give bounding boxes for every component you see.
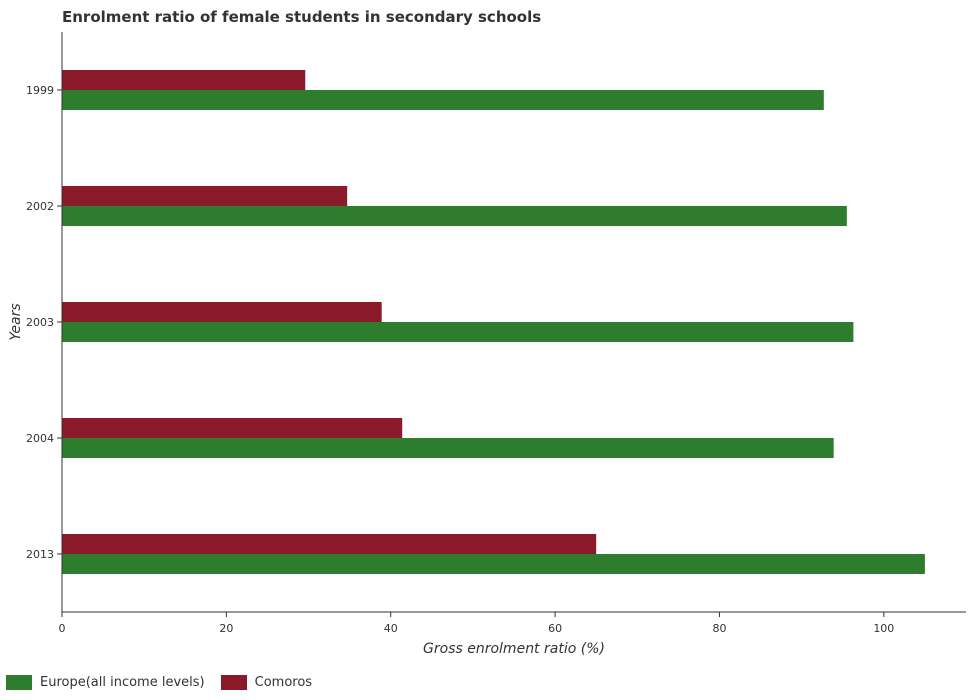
bar-comoros-2013 xyxy=(62,534,597,554)
x-ticks-group: 0 20 40 60 80 100 xyxy=(59,612,894,635)
legend-item-comoros: Comoros xyxy=(220,675,313,690)
bar-europe-2004 xyxy=(62,438,834,458)
x-axis-label: Gross enrolment ratio (%) xyxy=(423,641,605,657)
legend-label-europe: Europe(all income levels) xyxy=(40,675,205,690)
bars-group xyxy=(62,70,925,574)
bar-comoros-2003 xyxy=(62,302,382,322)
x-tick-label: 100 xyxy=(873,622,894,635)
bar-europe-2013 xyxy=(62,554,925,574)
bar-europe-2003 xyxy=(62,322,854,342)
legend-swatch-europe xyxy=(6,675,32,690)
x-tick-label: 0 xyxy=(59,622,66,635)
bar-comoros-2004 xyxy=(62,418,403,438)
y-tick-label: 2003 xyxy=(26,316,54,329)
x-tick-label: 60 xyxy=(548,622,562,635)
legend: Europe(all income levels) Comoros xyxy=(6,675,328,690)
legend-item-europe: Europe(all income levels) xyxy=(6,675,205,690)
y-ticks-group: 1999 2002 2003 2004 2013 xyxy=(26,84,62,561)
bar-europe-1999 xyxy=(62,90,824,110)
bar-europe-2002 xyxy=(62,206,847,226)
y-tick-label: 2013 xyxy=(26,548,54,561)
legend-swatch-comoros xyxy=(220,675,247,690)
y-axis-label: Years xyxy=(8,303,24,340)
y-tick-label: 1999 xyxy=(26,84,54,97)
chart-title: Enrolment ratio of female students in se… xyxy=(62,8,542,26)
x-tick-label: 20 xyxy=(219,622,233,635)
y-tick-label: 2004 xyxy=(26,432,54,445)
bar-comoros-2002 xyxy=(62,186,348,206)
legend-label-comoros: Comoros xyxy=(254,675,313,690)
x-tick-label: 40 xyxy=(384,622,398,635)
x-tick-label: 80 xyxy=(712,622,726,635)
y-tick-label: 2002 xyxy=(26,200,54,213)
bar-comoros-1999 xyxy=(62,70,306,90)
